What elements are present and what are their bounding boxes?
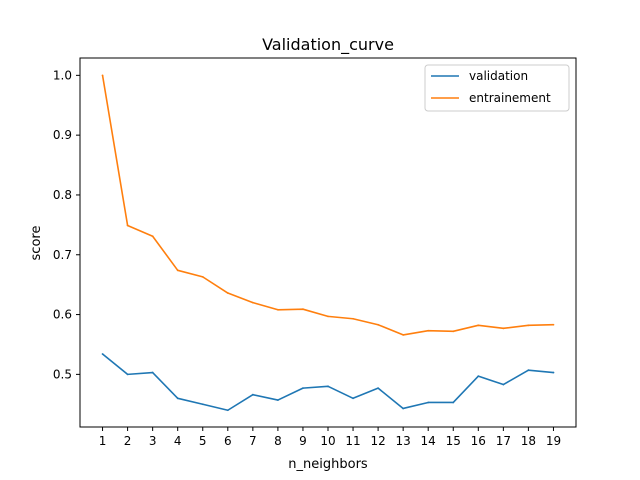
x-tick-label: 8 [274,434,282,448]
series-line-validation [102,353,554,412]
x-tick-label: 13 [396,434,411,448]
data-point-entrainement [327,315,329,318]
data-point-validation [327,385,329,388]
data-point-validation [101,353,104,355]
plot-frame [79,57,577,428]
data-point-validation [226,409,229,412]
data-point-entrainement [427,329,430,332]
x-tick-label: 19 [546,434,561,448]
legend-box [424,64,570,112]
y-tick-label: 1.0 [53,68,72,82]
data-point-entrainement [502,327,505,330]
y-tick-label: 0.7 [53,248,72,262]
data-point-entrainement [352,317,354,320]
legend-label-validation: validation [469,69,528,83]
series-line-entrainement [101,75,554,336]
x-tick-label: 6 [224,434,232,448]
data-point-entrainement [452,330,455,333]
x-tick-label: 16 [471,434,486,448]
legend: validation entrainement [424,64,570,112]
x-tick-label: 1 [99,434,107,448]
x-tick-label: 11 [345,434,360,448]
x-tick-label: 9 [299,434,307,448]
x-tick-label: 14 [421,434,436,448]
data-point-validation [377,387,380,390]
x-tick-label: 10 [320,434,335,448]
data-point-validation [201,403,204,406]
data-point-validation [502,383,505,386]
data-point-entrainement [126,224,129,227]
data-point-entrainement [151,235,154,238]
x-tick-label: 17 [496,434,511,448]
x-tick-label: 7 [249,434,257,448]
x-tick-label: 2 [124,434,132,448]
data-point-validation [352,397,354,400]
data-point-entrainement [527,324,530,327]
y-tick-label: 0.6 [53,308,72,322]
data-point-entrainement [176,269,179,272]
data-point-entrainement [477,324,480,327]
data-point-validation [251,393,254,396]
data-point-validation [151,371,154,374]
data-point-entrainement [226,292,229,294]
x-tick-label: 15 [446,434,461,448]
data-point-validation [402,407,405,410]
data-point-entrainement [201,275,204,278]
data-point-validation [527,369,530,372]
data-point-entrainement [377,323,380,326]
data-point-validation [176,397,179,400]
y-axis-label: score [29,226,44,261]
x-tick-label: 3 [149,434,157,448]
y-tick-label: 0.9 [53,128,72,142]
y-tick-label: 0.8 [53,188,72,202]
data-point-validation [452,401,455,404]
legend-label-entrainement: entrainement [469,91,551,105]
data-point-validation [552,371,555,374]
series-lines [101,74,555,412]
x-tick-label: 4 [174,434,182,448]
data-point-entrainement [302,308,304,311]
data-point-validation [126,373,129,376]
data-point-entrainement [101,74,104,77]
data-point-entrainement [402,333,405,336]
y-tick-label: 0.5 [53,367,72,381]
data-point-entrainement [552,323,555,326]
data-point-validation [276,399,279,401]
data-point-entrainement [276,308,279,311]
x-tick-label: 5 [199,434,207,448]
data-point-validation [302,387,304,390]
axis-ticks: 1 2 3 4 5 6 7 8 9 10 11 12 13 14 15 16 17 18 190.50.60.70.… [53,68,561,448]
data-point-validation [477,375,480,378]
data-point-validation [427,401,430,404]
x-axis-label: n_neighbors [288,457,368,472]
x-tick-label: 18 [521,434,536,448]
data-point-entrainement [251,301,254,304]
chart-title: Validation_curve [262,35,394,55]
x-tick-label: 12 [370,434,385,448]
